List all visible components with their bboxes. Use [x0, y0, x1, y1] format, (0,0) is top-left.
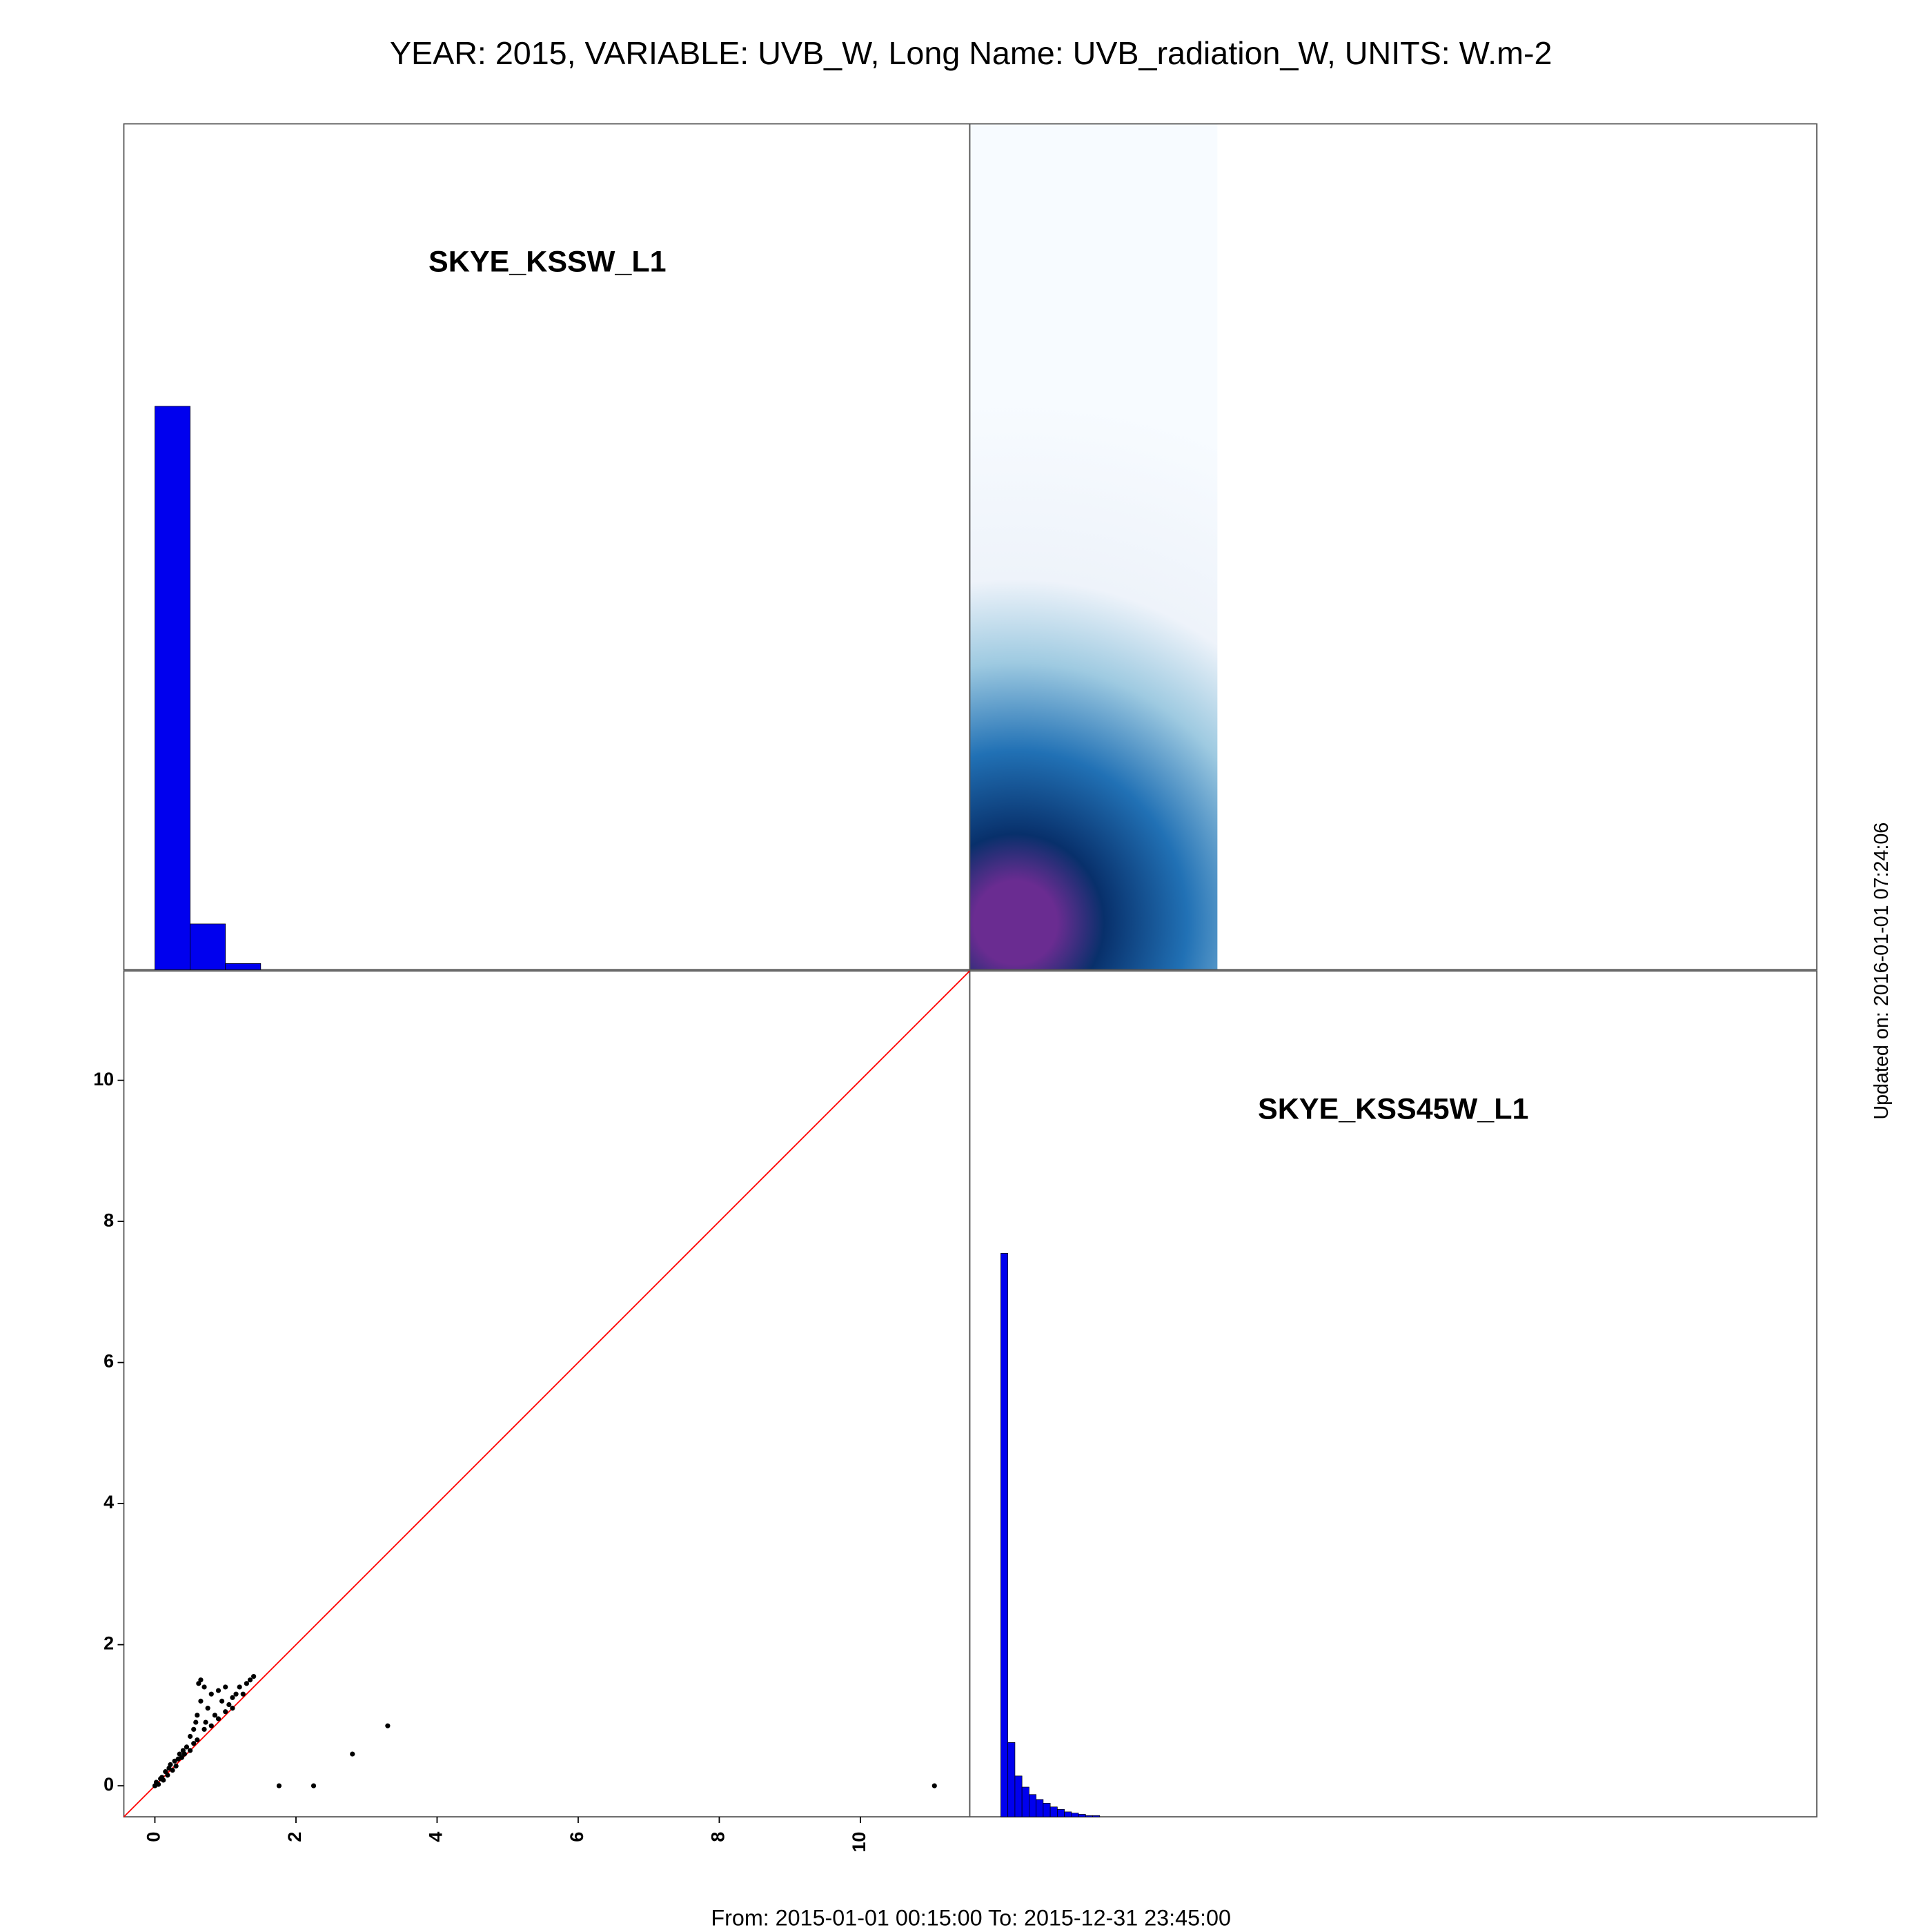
histogram-bar [1000, 1253, 1009, 1817]
scatter-point [201, 1726, 207, 1732]
scatter-point [385, 1723, 391, 1728]
histogram-bar [1021, 1786, 1029, 1817]
scatter-point [155, 1782, 161, 1787]
histogram-bar [1085, 1815, 1093, 1817]
scatter-point [244, 1681, 249, 1686]
x-tick-label: 10 [849, 1832, 869, 1853]
x-tick-label: 0 [144, 1832, 164, 1842]
x-tick-label: 4 [426, 1832, 446, 1842]
scatter-point [198, 1677, 204, 1683]
panel-frame [969, 970, 1817, 1817]
scatter-point [212, 1713, 217, 1718]
scatter-point [195, 1713, 200, 1718]
scatter-point [198, 1698, 204, 1704]
scatter-point [181, 1751, 188, 1757]
scatter-point [208, 1723, 214, 1728]
histogram-bar [1043, 1802, 1051, 1817]
scatter-point [237, 1684, 242, 1690]
y-tick-label: 6 [103, 1351, 114, 1372]
panel-frame [969, 123, 1817, 971]
histogram-bar [1071, 1813, 1079, 1817]
scatter-point [276, 1783, 282, 1788]
panel-label: SKYE_KSSW_L1 [428, 246, 667, 279]
histogram-bar [225, 963, 262, 970]
scatter-point [219, 1698, 225, 1704]
histogram-bar [1049, 1806, 1058, 1817]
scatter-point [931, 1783, 937, 1788]
scatter-point [168, 1762, 173, 1768]
histogram-bar [1036, 1799, 1044, 1817]
scatter-point [350, 1751, 355, 1757]
scatter-point [240, 1691, 246, 1697]
updated-note: Updated on: 2016-01-01 07:24:06 [1871, 822, 1893, 1120]
histogram-bar [1092, 1815, 1101, 1817]
scatter-point [195, 1737, 200, 1743]
scatter-point [223, 1709, 228, 1715]
histogram-bar [1029, 1794, 1036, 1817]
y-tick-label: 4 [103, 1492, 114, 1512]
scatter-point [247, 1677, 253, 1683]
scatter-point [226, 1702, 232, 1708]
title: YEAR: 2015, VARIABLE: UVB_W, Long Name: … [390, 35, 1552, 71]
scatter-point [188, 1748, 193, 1753]
scatter-point [191, 1741, 197, 1746]
histogram-bar [1078, 1814, 1086, 1817]
scatter-point [184, 1744, 190, 1750]
scatter-point [193, 1719, 199, 1725]
density [969, 124, 1218, 970]
scatter-point [191, 1726, 197, 1732]
y-tick-label: 0 [103, 1774, 114, 1795]
panel-label: SKYE_KSS45W_L1 [1258, 1092, 1529, 1125]
scatter-point [201, 1684, 207, 1690]
scatter-point [230, 1695, 235, 1700]
scatter-point [203, 1719, 208, 1725]
scatter-point [161, 1777, 166, 1783]
histogram-bar [1064, 1811, 1072, 1817]
histogram-bar [155, 406, 190, 970]
scatter-point [165, 1773, 170, 1778]
scatter-point [188, 1733, 193, 1739]
scatter-point [223, 1684, 228, 1690]
scatter-point [251, 1674, 257, 1679]
y-tick-label: 2 [103, 1633, 114, 1654]
x-tick-label: 8 [708, 1832, 729, 1842]
scatter-point [205, 1706, 210, 1711]
x-tick-label: 2 [284, 1832, 305, 1842]
scatter-point [230, 1706, 235, 1711]
y-tick-label: 8 [103, 1210, 114, 1230]
identity-line [123, 970, 971, 1817]
histogram-bar [190, 923, 226, 970]
histogram-bar [1056, 1808, 1065, 1817]
scatter-point [233, 1691, 239, 1697]
scatter-point [208, 1691, 214, 1697]
scatter-point [173, 1763, 179, 1769]
histogram-bar [1007, 1742, 1016, 1817]
scatter-point [215, 1688, 221, 1693]
scatter-point [170, 1768, 175, 1773]
footer: From: 2015-01-01 00:15:00 To: 2015-12-31… [711, 1906, 1231, 1931]
scatter-point [215, 1716, 221, 1722]
x-tick-label: 6 [566, 1832, 587, 1842]
histogram-bar [1014, 1775, 1023, 1817]
y-tick-label: 10 [93, 1069, 114, 1090]
scatter-point [179, 1755, 184, 1760]
scatter-point [310, 1783, 317, 1788]
